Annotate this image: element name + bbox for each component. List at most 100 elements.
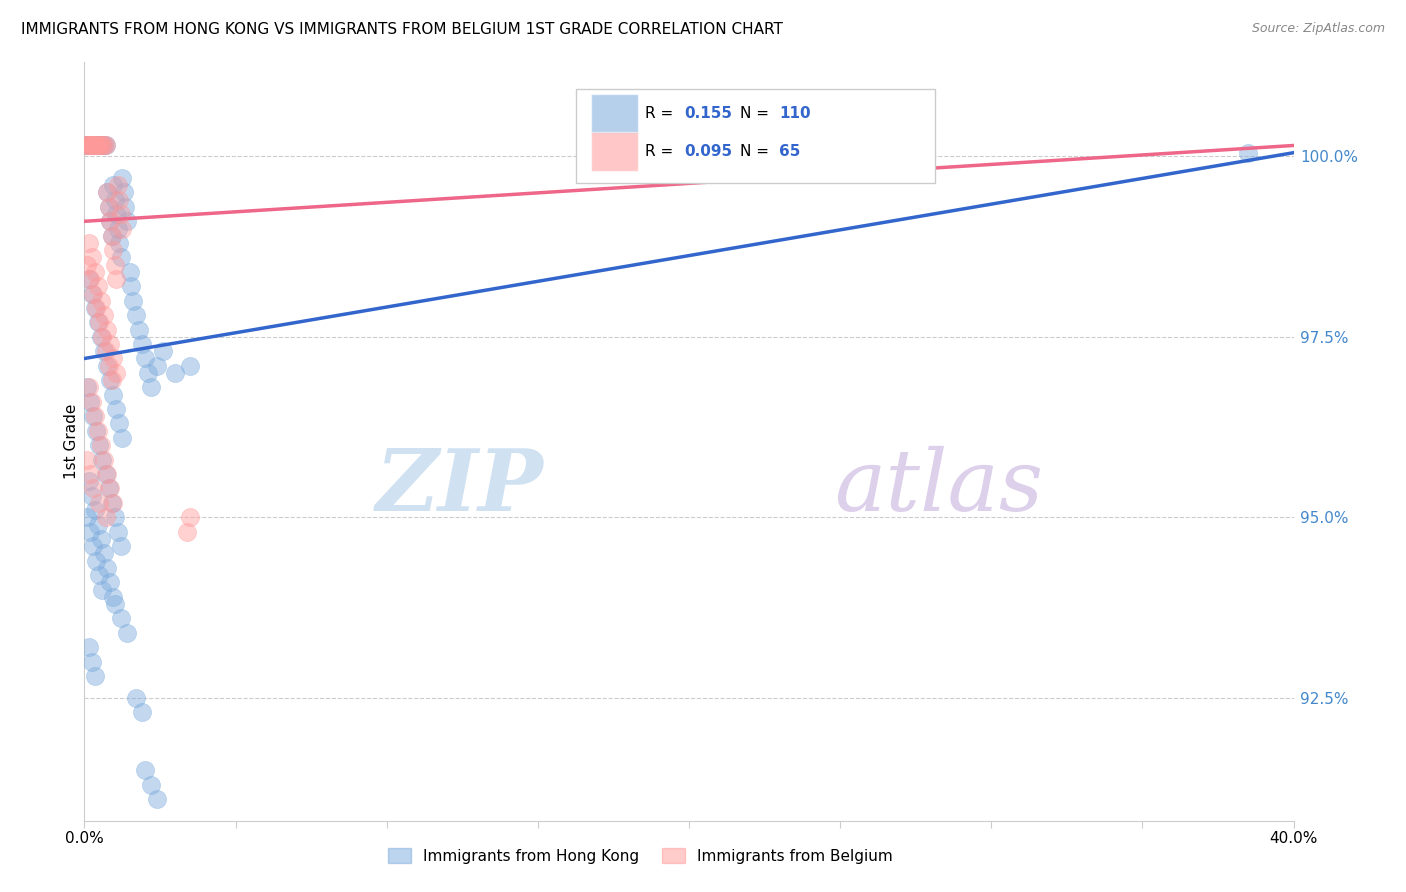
Point [105,402,128,417]
Point [86,554,108,568]
Point [84,409,107,424]
Point [82,409,104,424]
Point [1237,145,1260,160]
Point [110,611,132,625]
Text: 0.0%: 0.0% [65,831,104,847]
Point [118,265,141,279]
Point [76,138,98,153]
Point [97,200,120,214]
Point [91,138,114,153]
Point [77,475,100,489]
Point [111,221,134,235]
Point [86,138,108,153]
Text: R =: R = [645,145,679,159]
Point [96,186,118,200]
Point [84,265,107,279]
Point [89,138,111,153]
Point [108,193,131,207]
Point [134,763,156,777]
Point [134,351,156,366]
Point [93,452,115,467]
Point [165,366,187,380]
Point [105,366,128,380]
Point [152,344,174,359]
Point [82,138,104,153]
Point [98,482,121,496]
Point [114,200,136,214]
Point [90,138,112,153]
Point [104,258,127,272]
Point [97,200,120,214]
Point [80,655,103,669]
Point [79,138,101,153]
Point [136,366,159,380]
Point [139,380,162,394]
Point [76,452,98,467]
Point [107,178,129,193]
Point [76,258,98,272]
Point [89,315,111,329]
Point [101,590,124,604]
Point [82,138,104,153]
Point [77,272,100,286]
Point [80,489,103,503]
Point [108,235,131,250]
Point [84,138,107,153]
Point [87,138,110,153]
Point [98,214,121,228]
Point [90,330,112,344]
Point [94,138,117,153]
Point [101,178,124,193]
Point [125,308,148,322]
Point [94,344,117,359]
Point [96,323,118,337]
Point [115,214,138,228]
Point [84,503,107,517]
Text: N =: N = [740,106,773,120]
Point [90,138,112,153]
Point [77,640,100,655]
Point [82,539,104,553]
Point [100,373,122,387]
Point [75,138,97,153]
Point [131,337,153,351]
Text: 110: 110 [779,106,810,120]
Point [120,279,142,293]
Point [105,207,128,221]
Point [96,561,118,575]
Point [131,706,153,720]
Point [93,138,115,153]
Point [108,417,131,431]
Point [139,778,162,792]
Point [77,138,100,153]
Point [115,626,138,640]
Point [86,138,108,153]
Point [97,359,120,373]
Point [93,138,115,153]
Point [83,138,105,153]
Point [89,438,111,452]
Point [96,186,118,200]
Point [94,510,117,524]
Point [79,138,101,153]
Point [76,510,98,524]
Point [87,517,110,532]
Text: 0.155: 0.155 [685,106,733,120]
Text: 65: 65 [779,145,800,159]
Point [84,138,107,153]
Point [101,387,124,401]
Point [94,138,117,153]
Point [100,228,122,243]
Point [96,467,118,481]
Point [104,597,127,611]
Point [87,138,110,153]
Point [91,582,114,597]
Point [86,138,108,153]
Point [98,373,121,387]
Point [93,546,115,560]
Point [77,380,100,394]
Point [79,524,101,539]
Point [93,344,115,359]
Point [87,279,110,293]
Point [89,138,111,153]
